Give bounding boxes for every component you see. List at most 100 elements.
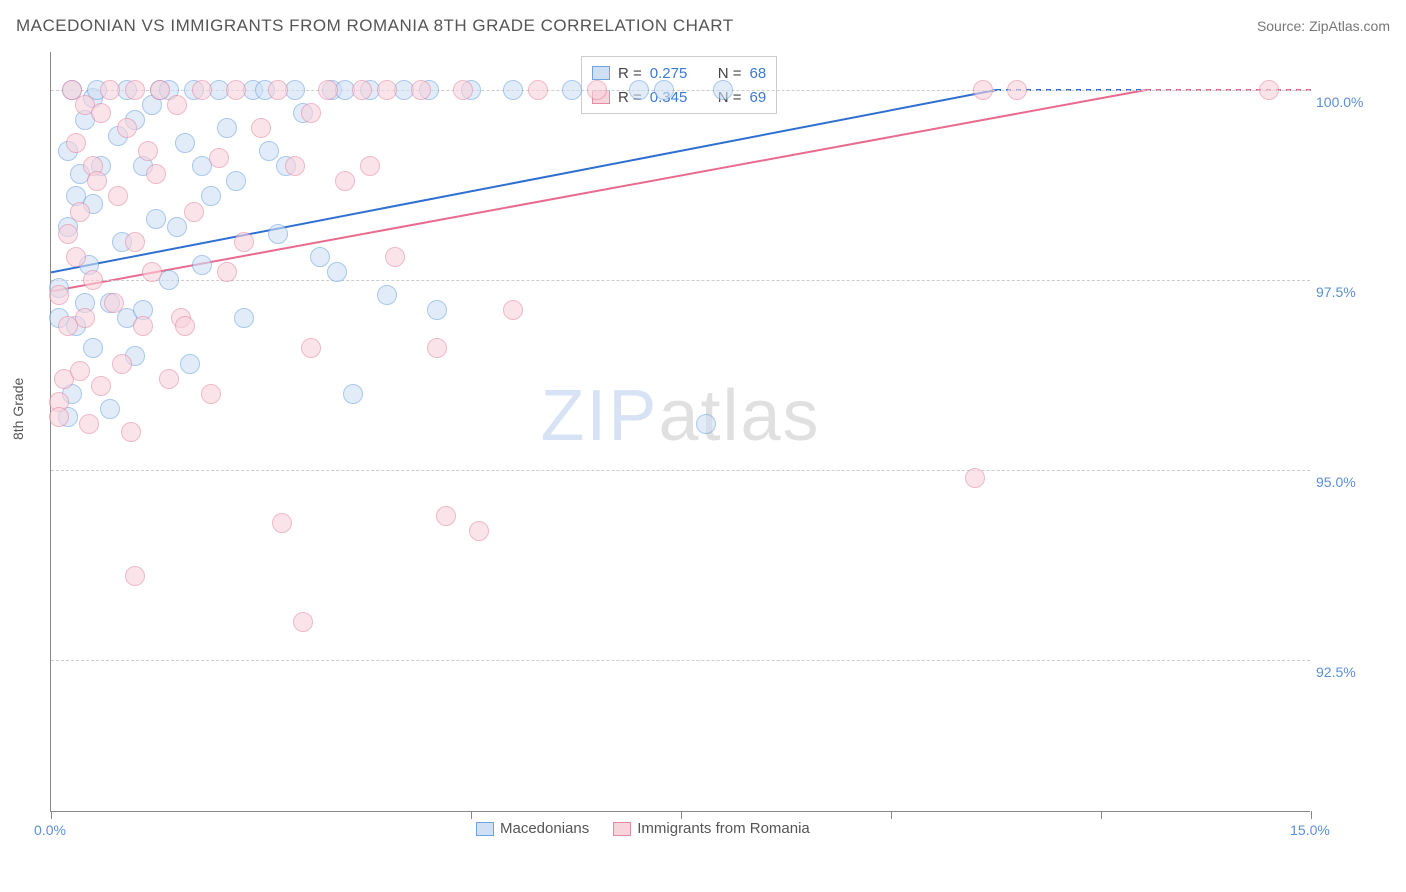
x-tick xyxy=(1101,811,1102,819)
data-point-series-1 xyxy=(427,338,447,358)
data-point-series-0 xyxy=(83,338,103,358)
data-point-series-1 xyxy=(272,513,292,533)
data-point-series-1 xyxy=(70,202,90,222)
grid-line xyxy=(51,660,1310,661)
data-point-series-0 xyxy=(226,171,246,191)
chart-source: Source: ZipAtlas.com xyxy=(1257,18,1390,34)
legend-bottom-label-0: Macedonians xyxy=(500,820,589,837)
n-label-0: N = xyxy=(718,65,742,82)
data-point-series-1 xyxy=(184,202,204,222)
data-point-series-0 xyxy=(192,255,212,275)
data-point-series-1 xyxy=(167,95,187,115)
y-tick-label: 100.0% xyxy=(1316,94,1363,110)
data-point-series-1 xyxy=(411,80,431,100)
data-point-series-0 xyxy=(180,354,200,374)
data-point-series-0 xyxy=(217,118,237,138)
data-point-series-1 xyxy=(285,156,305,176)
n-value-0: 68 xyxy=(750,65,767,82)
y-tick-label: 97.5% xyxy=(1316,284,1356,300)
watermark-zip: ZIP xyxy=(540,376,658,456)
data-point-series-1 xyxy=(79,414,99,434)
legend-item-1: Immigrants from Romania xyxy=(613,820,810,837)
data-point-series-1 xyxy=(121,422,141,442)
y-tick-label: 95.0% xyxy=(1316,474,1356,490)
data-point-series-0 xyxy=(259,141,279,161)
data-point-series-1 xyxy=(100,80,120,100)
r-label-0: R = xyxy=(618,65,642,82)
n-value-1: 69 xyxy=(750,89,767,106)
data-point-series-0 xyxy=(427,300,447,320)
x-tick xyxy=(471,811,472,819)
data-point-series-1 xyxy=(83,270,103,290)
data-point-series-0 xyxy=(167,217,187,237)
data-point-series-1 xyxy=(146,164,166,184)
x-tick xyxy=(1311,811,1312,819)
data-point-series-0 xyxy=(654,80,674,100)
data-point-series-1 xyxy=(973,80,993,100)
data-point-series-0 xyxy=(503,80,523,100)
data-point-series-1 xyxy=(1007,80,1027,100)
data-point-series-1 xyxy=(352,80,372,100)
legend-swatch-0 xyxy=(592,66,610,80)
legend-row-series-0: R = 0.275 N = 68 xyxy=(592,61,766,85)
data-point-series-1 xyxy=(49,285,69,305)
data-point-series-1 xyxy=(377,80,397,100)
data-point-series-1 xyxy=(217,262,237,282)
data-point-series-0 xyxy=(629,80,649,100)
data-point-series-0 xyxy=(310,247,330,267)
data-point-series-1 xyxy=(125,566,145,586)
grid-line xyxy=(51,470,1310,471)
data-point-series-0 xyxy=(175,133,195,153)
data-point-series-1 xyxy=(528,80,548,100)
data-point-series-1 xyxy=(75,308,95,328)
data-point-series-1 xyxy=(436,506,456,526)
data-point-series-0 xyxy=(201,186,221,206)
source-value: ZipAtlas.com xyxy=(1309,18,1390,34)
data-point-series-1 xyxy=(125,232,145,252)
data-point-series-1 xyxy=(318,80,338,100)
correlation-legend: R = 0.275 N = 68 R = 0.345 N = 69 xyxy=(581,56,777,114)
legend-bottom-label-1: Immigrants from Romania xyxy=(637,820,810,837)
x-tick-label: 0.0% xyxy=(34,822,66,838)
data-point-series-0 xyxy=(562,80,582,100)
data-point-series-1 xyxy=(175,316,195,336)
data-point-series-1 xyxy=(360,156,380,176)
x-tick xyxy=(51,811,52,819)
data-point-series-0 xyxy=(377,285,397,305)
data-point-series-1 xyxy=(108,186,128,206)
x-tick-label: 15.0% xyxy=(1290,822,1330,838)
data-point-series-1 xyxy=(453,80,473,100)
chart-header: MACEDONIAN VS IMMIGRANTS FROM ROMANIA 8T… xyxy=(0,0,1406,42)
data-point-series-1 xyxy=(385,247,405,267)
y-tick-label: 92.5% xyxy=(1316,664,1356,680)
data-point-series-0 xyxy=(268,224,288,244)
data-point-series-1 xyxy=(91,103,111,123)
data-point-series-1 xyxy=(251,118,271,138)
data-point-series-1 xyxy=(58,224,78,244)
source-label: Source: xyxy=(1257,18,1309,34)
data-point-series-1 xyxy=(104,293,124,313)
data-point-series-0 xyxy=(146,209,166,229)
x-tick xyxy=(681,811,682,819)
data-point-series-1 xyxy=(142,262,162,282)
chart-title: MACEDONIAN VS IMMIGRANTS FROM ROMANIA 8T… xyxy=(16,16,734,36)
watermark: ZIPatlas xyxy=(540,375,820,457)
trend-line-series-0 xyxy=(51,90,996,272)
data-point-series-1 xyxy=(335,171,355,191)
grid-line xyxy=(51,280,1310,281)
series-legend: Macedonians Immigrants from Romania xyxy=(476,820,810,837)
y-axis-label: 8th Grade xyxy=(10,378,26,440)
data-point-series-1 xyxy=(234,232,254,252)
legend-bottom-swatch-1 xyxy=(613,822,631,836)
x-tick xyxy=(891,811,892,819)
data-point-series-0 xyxy=(713,80,733,100)
watermark-atlas: atlas xyxy=(658,376,820,456)
data-point-series-0 xyxy=(100,399,120,419)
legend-item-0: Macedonians xyxy=(476,820,589,837)
data-point-series-0 xyxy=(234,308,254,328)
plot-area: ZIPatlas R = 0.275 N = 68 R = 0.345 N = … xyxy=(50,52,1310,812)
data-point-series-1 xyxy=(133,316,153,336)
data-point-series-1 xyxy=(226,80,246,100)
legend-bottom-swatch-0 xyxy=(476,822,494,836)
data-point-series-1 xyxy=(91,376,111,396)
